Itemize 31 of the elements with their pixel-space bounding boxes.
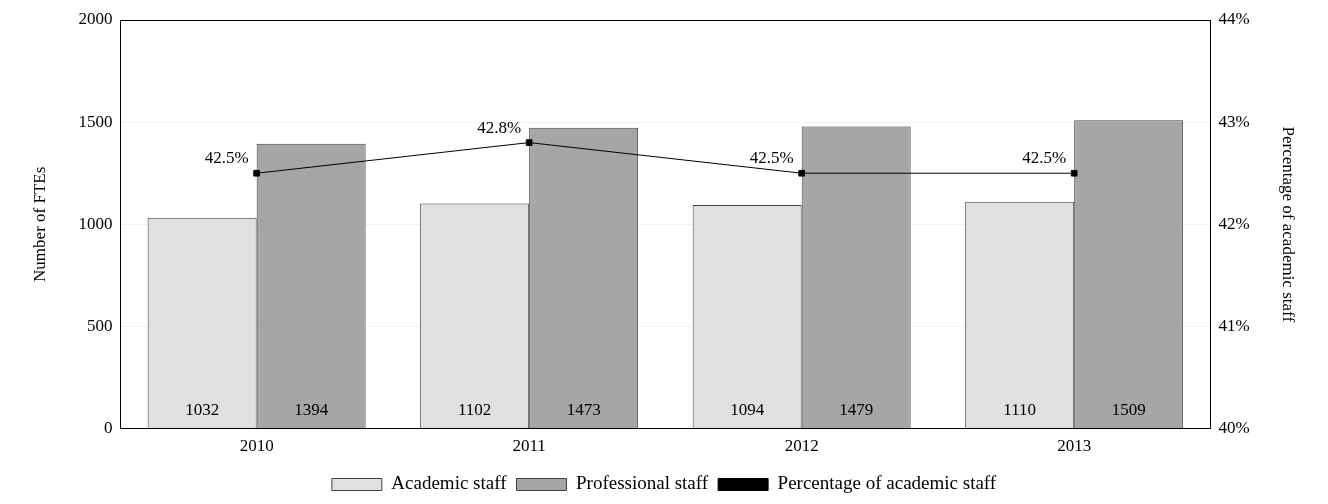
legend-label: Professional staff (576, 472, 709, 494)
y2-tick-label: 44% (1218, 9, 1250, 29)
y2-axis-title: Percentage of academic staff (1279, 126, 1299, 323)
data-label: 1110 (1003, 399, 1037, 419)
data-label: 42.5% (1022, 148, 1067, 168)
data-label: 1094 (730, 399, 765, 419)
y-axis-title: Number of FTEs (29, 166, 49, 282)
data-label: 1479 (839, 399, 874, 419)
x-tick-label: 2013 (1057, 436, 1092, 456)
y-tick-label: 1500 (78, 111, 113, 131)
y2-tick-label: 43% (1218, 111, 1250, 131)
legend-label: Percentage of academic staff (777, 472, 997, 494)
y2-tick-label: 40% (1218, 418, 1250, 438)
data-label: 42.5% (204, 148, 249, 168)
data-label: 1032 (185, 399, 220, 419)
legend-label: Academic staff (391, 472, 508, 494)
data-label: 42.8% (477, 117, 522, 137)
x-tick-label: 2010 (239, 436, 274, 456)
y-tick-label: 1000 (78, 213, 113, 233)
x-tick-label: 2011 (512, 436, 546, 456)
y-tick-label: 2000 (78, 9, 113, 29)
y2-tick-label: 42% (1218, 213, 1250, 233)
y2-tick-label: 41% (1218, 315, 1250, 335)
y-tick-label: 0 (103, 418, 113, 438)
data-label: 1473 (566, 399, 601, 419)
data-label: 1102 (457, 399, 492, 419)
x-tick-label: 2012 (784, 436, 819, 456)
y-tick-label: 500 (86, 315, 113, 335)
data-label: 1509 (1111, 399, 1146, 419)
data-label: 1394 (294, 399, 329, 419)
data-label: 42.5% (749, 148, 794, 168)
